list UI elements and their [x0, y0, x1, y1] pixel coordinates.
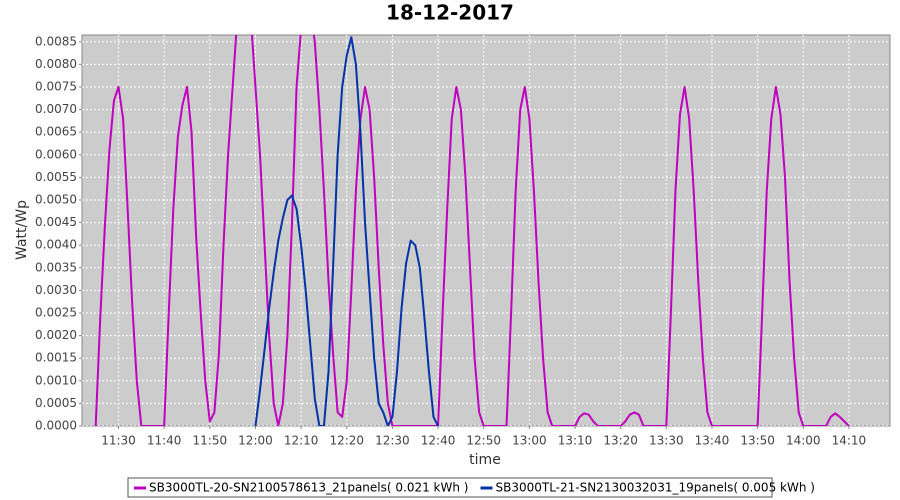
chart-title: 18-12-2017 — [386, 1, 514, 25]
y-tick-label: 0.0075 — [35, 79, 77, 93]
x-tick-label: 11:50 — [193, 434, 228, 448]
series-line — [254, 36, 439, 426]
y-tick-label: 0.0060 — [35, 147, 77, 161]
x-tick-label: 14:00 — [786, 434, 821, 448]
x-tick-label: 14:10 — [832, 434, 867, 448]
x-tick-label: 13:40 — [695, 434, 730, 448]
plot-area — [81, 34, 891, 427]
x-tick-label: 13:20 — [603, 434, 638, 448]
y-axis-label: Watt/Wp — [14, 200, 30, 260]
x-tick-label: 13:00 — [512, 434, 547, 448]
y-tick-label: 0.0050 — [35, 192, 77, 206]
y-tick-label: 0.0025 — [35, 305, 77, 319]
y-tick-label: 0.0015 — [35, 351, 77, 365]
y-tick-label: 0.0005 — [35, 396, 77, 410]
y-tick-label: 0.0055 — [35, 170, 77, 184]
x-tick-label: 13:10 — [558, 434, 593, 448]
x-tick-label: 12:20 — [329, 434, 364, 448]
plot — [82, 35, 890, 426]
y-tick-label: 0.0065 — [35, 125, 77, 139]
x-tick-label: 12:30 — [375, 434, 410, 448]
x-axis-label: time — [469, 452, 501, 468]
series-line — [94, 35, 850, 426]
x-tick-label: 12:50 — [466, 434, 501, 448]
y-tick-label: 0.0080 — [35, 57, 77, 71]
x-tick-label: 11:30 — [101, 434, 136, 448]
legend-label: SB3000TL-20-SN2100578613_21panels( 0.021… — [149, 481, 468, 495]
legend-label: SB3000TL-21-SN2130032031_19panels( 0.005… — [495, 481, 814, 495]
y-tick-label: 0.0070 — [35, 102, 77, 116]
x-tick-label: 13:30 — [649, 434, 684, 448]
x-tick-label: 13:50 — [740, 434, 775, 448]
y-tick-label: 0.0000 — [35, 419, 77, 433]
x-tick-label: 12:00 — [238, 434, 273, 448]
x-tick-label: 12:10 — [284, 434, 319, 448]
y-tick-label: 0.0020 — [35, 328, 77, 342]
y-tick-label: 0.0010 — [35, 373, 77, 387]
x-tick-label: 11:40 — [147, 434, 182, 448]
y-tick-label: 0.0085 — [35, 34, 77, 48]
y-tick-label: 0.0045 — [35, 215, 77, 229]
legend-box — [127, 477, 773, 498]
y-tick-label: 0.0030 — [35, 283, 77, 297]
y-tick-label: 0.0035 — [35, 260, 77, 274]
y-tick-label: 0.0040 — [35, 238, 77, 252]
x-tick-label: 12:40 — [421, 434, 456, 448]
